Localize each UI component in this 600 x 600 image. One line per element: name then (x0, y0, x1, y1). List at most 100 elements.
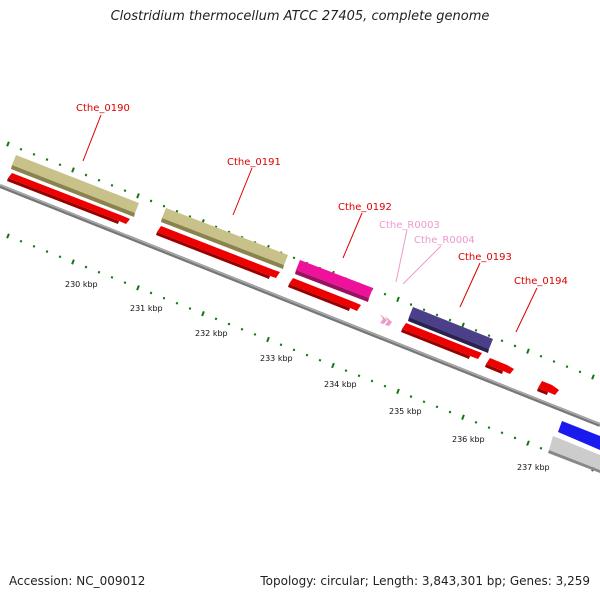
tick-mark (45, 158, 49, 161)
tick-mark (84, 265, 88, 269)
tick-mark (448, 410, 452, 414)
tick-mark (71, 167, 75, 173)
tick-mark (448, 318, 452, 322)
tick-mark (149, 199, 153, 203)
tick-mark (175, 301, 179, 305)
tick-mark (526, 440, 530, 446)
tick-mark (162, 204, 166, 208)
tick-mark (396, 296, 400, 303)
tick-mark (110, 276, 114, 279)
tick-mark (318, 358, 322, 362)
kbp-label-231: 231 kbp (130, 304, 163, 313)
cds-arrow-cthe-0192[interactable] (288, 278, 361, 311)
tick-mark (422, 308, 426, 312)
tick-mark (136, 285, 140, 291)
tick-mark (214, 317, 218, 321)
tick-mark (500, 431, 504, 435)
tick-mark (370, 379, 374, 383)
tick-mark (58, 163, 62, 167)
tick-mark (71, 259, 75, 265)
tick-mark (435, 405, 439, 409)
tick-mark (409, 303, 413, 306)
tick-mark (513, 436, 517, 440)
label-cthe-0190[interactable]: Cthe_0190 (76, 103, 130, 114)
cog-block-cthe-0191[interactable] (161, 208, 288, 269)
tick-mark (240, 327, 244, 331)
kbp-label-233: 233 kbp (260, 354, 293, 363)
tick-mark (565, 365, 569, 369)
map-title: Clostridium thermocellum ATCC 27405, com… (110, 9, 490, 24)
tick-mark (422, 400, 426, 404)
tick-mark (149, 291, 153, 295)
cog-block-gray[interactable] (548, 436, 600, 473)
label-cthe-r0003[interactable]: Cthe_R0003 (379, 220, 440, 231)
tick-mark (32, 244, 36, 248)
label-cthe-0193[interactable]: Cthe_0193 (458, 252, 512, 263)
leader-cthe-0192 (342, 212, 363, 259)
leader-cthe-r0003 (395, 229, 408, 283)
rna-arrows[interactable] (380, 314, 392, 326)
tick-mark (487, 334, 491, 337)
label-cthe-0192[interactable]: Cthe_0192 (338, 202, 392, 213)
tick-mark (84, 173, 88, 177)
tick-mark (253, 333, 257, 336)
tick-mark (175, 209, 179, 213)
tick-mark (396, 388, 400, 395)
leader-cthe-0191 (232, 167, 253, 216)
tick-mark (6, 141, 10, 147)
tick-mark (487, 426, 491, 429)
label-cthe-0191[interactable]: Cthe_0191 (227, 157, 281, 168)
inner-tick-track (6, 233, 595, 472)
tick-mark (526, 348, 530, 354)
tick-mark (45, 250, 49, 253)
tick-mark (331, 362, 335, 369)
cds-arrow-cthe-0191[interactable] (156, 226, 280, 279)
tick-mark (344, 369, 348, 373)
kbp-label-236: 236 kbp (452, 435, 485, 444)
tick-mark (123, 189, 127, 192)
tick-mark (539, 446, 543, 450)
label-cthe-r0004[interactable]: Cthe_R0004 (414, 235, 475, 246)
tick-mark (539, 354, 543, 358)
cds-arrow-cthe-0193[interactable] (401, 323, 482, 359)
tick-mark (409, 395, 413, 398)
leader-cthe-0193 (459, 262, 481, 308)
leader-cthe-r0004 (402, 245, 442, 285)
tick-mark (97, 178, 101, 182)
cog-block-cthe-0190[interactable] (11, 155, 139, 217)
tick-mark (383, 384, 387, 388)
tick-mark (279, 343, 283, 347)
tick-mark (552, 360, 556, 363)
tick-mark (591, 374, 595, 380)
tick-mark (474, 329, 478, 332)
tick-mark (474, 421, 478, 424)
tick-mark (201, 311, 205, 317)
genome-summary-text: Topology: circular; Length: 3,843,301 bp… (260, 574, 590, 588)
tick-mark (19, 239, 23, 243)
tick-mark (227, 322, 231, 326)
cog-block-blue[interactable] (558, 421, 600, 450)
tick-mark (32, 152, 36, 156)
kbp-label-235: 235 kbp (389, 407, 422, 416)
leader-cthe-0194 (515, 287, 538, 333)
tick-mark (383, 292, 387, 296)
cds-arrow-cthe-0190[interactable] (7, 173, 130, 224)
cog-block-cthe-0193[interactable] (408, 307, 493, 353)
genome-backbone-highlight (0, 184, 600, 425)
tick-mark (162, 296, 166, 300)
tick-mark (500, 339, 504, 343)
tick-mark (305, 353, 309, 357)
tick-mark (6, 233, 10, 239)
tick-mark (266, 336, 270, 343)
cog-block-cthe-0192[interactable] (295, 260, 373, 302)
leader-cthe-0190 (82, 114, 102, 162)
tick-mark (461, 414, 465, 420)
genome-backbone (0, 184, 600, 427)
kbp-label-230: 230 kbp (65, 280, 98, 289)
kbp-label-237: 237 kbp (517, 463, 550, 472)
accession-text: Accession: NC_009012 (9, 574, 146, 588)
cds-arrow-small[interactable] (537, 381, 559, 395)
label-cthe-0194[interactable]: Cthe_0194 (514, 276, 568, 287)
cds-arrow-cthe-0194[interactable] (485, 358, 514, 374)
